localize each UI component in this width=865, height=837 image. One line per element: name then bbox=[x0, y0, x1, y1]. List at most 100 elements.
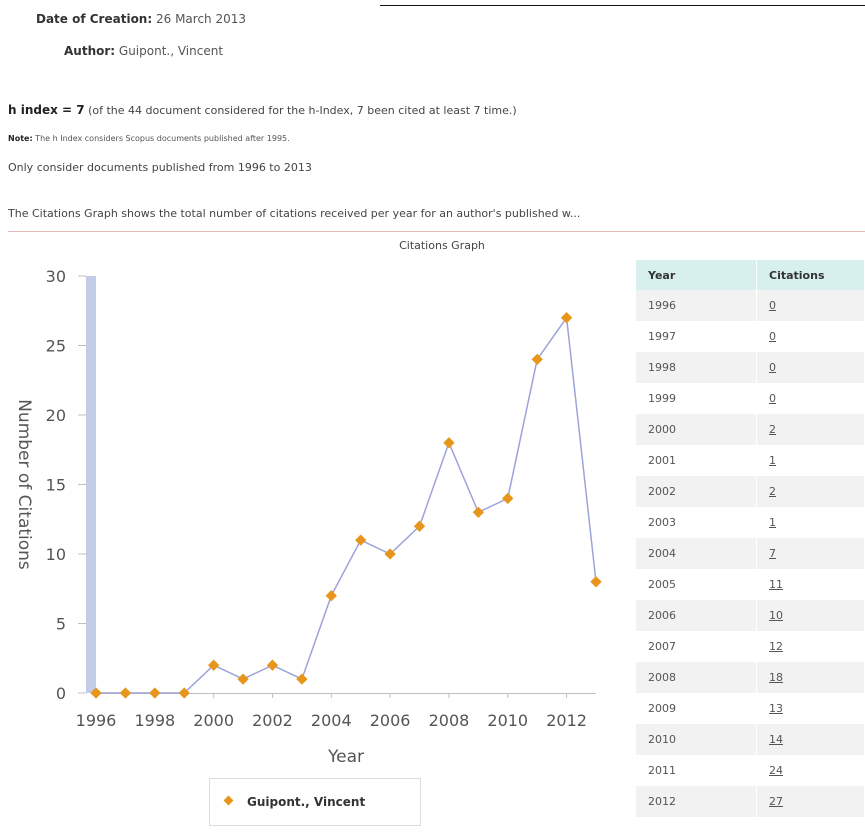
citations-link[interactable]: 0 bbox=[769, 330, 776, 343]
year-cell: 1996 bbox=[636, 290, 757, 321]
table-row: 2009 13 bbox=[636, 693, 865, 724]
table-row: 2008 18 bbox=[636, 662, 865, 693]
data-point bbox=[207, 659, 220, 671]
citations-link[interactable]: 7 bbox=[769, 547, 776, 560]
citations-link[interactable]: 1 bbox=[769, 454, 776, 467]
citations-link[interactable]: 14 bbox=[769, 733, 783, 746]
data-point bbox=[296, 673, 308, 685]
citations-cell: 13 bbox=[756, 693, 865, 724]
citations-cell: 0 bbox=[756, 321, 865, 352]
x-tick-label: 2000 bbox=[193, 711, 234, 730]
table-row: 1997 0 bbox=[636, 321, 865, 352]
citations-link[interactable]: 27 bbox=[769, 795, 783, 808]
author-value: Guipont., Vincent bbox=[118, 44, 224, 58]
citations-link[interactable]: 10 bbox=[769, 609, 783, 622]
citations-link[interactable]: 0 bbox=[769, 392, 776, 405]
chart-legend[interactable]: Guipont., Vincent bbox=[209, 778, 421, 826]
date-of-creation: Date of Creation: 26 March 2013 bbox=[36, 12, 246, 26]
citations-cell: 14 bbox=[756, 724, 865, 755]
table-row: 1998 0 bbox=[636, 352, 865, 383]
y-tick-label: 20 bbox=[46, 406, 66, 425]
x-tick-label: 2008 bbox=[429, 711, 470, 730]
citations-link[interactable]: 2 bbox=[769, 423, 776, 436]
year-cell: 2008 bbox=[636, 662, 757, 693]
data-point bbox=[178, 687, 190, 699]
citations-cell: 2 bbox=[756, 414, 865, 445]
note-text: The h Index considers Scopus documents p… bbox=[32, 134, 290, 143]
citations-cell: 27 bbox=[756, 786, 865, 817]
year-column-header[interactable]: Year bbox=[636, 260, 757, 290]
citations-link[interactable]: 24 bbox=[769, 764, 783, 777]
data-point bbox=[384, 548, 396, 560]
y-tick-label: 0 bbox=[56, 684, 66, 703]
citations-link[interactable]: 13 bbox=[769, 702, 783, 715]
table-row: 2004 7 bbox=[636, 538, 865, 569]
table-row: 2002 2 bbox=[636, 476, 865, 507]
x-tick-label: 2012 bbox=[546, 711, 587, 730]
citations-link[interactable]: 11 bbox=[769, 578, 783, 591]
citations-cell: 10 bbox=[756, 600, 865, 631]
table-row: 2010 14 bbox=[636, 724, 865, 755]
citations-column-header[interactable]: Citations bbox=[756, 260, 865, 290]
table-row: 2007 12 bbox=[636, 631, 865, 662]
citations-link[interactable]: 0 bbox=[769, 299, 776, 312]
data-point bbox=[149, 687, 161, 699]
range-text: Only consider documents published from 1… bbox=[8, 161, 312, 174]
table-row: 2003 1 bbox=[636, 507, 865, 538]
citations-cell: 0 bbox=[756, 290, 865, 321]
citations-cell: 1 bbox=[756, 507, 865, 538]
table-row: 2000 2 bbox=[636, 414, 865, 445]
data-point bbox=[237, 673, 249, 685]
citations-link[interactable]: 12 bbox=[769, 640, 783, 653]
data-point bbox=[443, 437, 455, 449]
table-row: 2012 27 bbox=[636, 786, 865, 817]
y-tick-label: 15 bbox=[46, 476, 66, 495]
top-rule bbox=[380, 5, 865, 6]
legend-marker-icon bbox=[223, 795, 234, 806]
table-row: 2005 11 bbox=[636, 569, 865, 600]
table-row: 2001 1 bbox=[636, 445, 865, 476]
citations-link[interactable]: 18 bbox=[769, 671, 783, 684]
data-point bbox=[355, 534, 367, 546]
date-value: 26 March 2013 bbox=[155, 12, 247, 26]
series-line bbox=[96, 315, 597, 694]
year-cell: 2009 bbox=[636, 693, 757, 724]
year-cell: 2001 bbox=[636, 445, 757, 476]
h-index-summary: h index = 7 (of the 44 document consider… bbox=[8, 103, 517, 117]
citations-cell: 11 bbox=[756, 569, 865, 600]
x-axis-title: Year bbox=[327, 747, 364, 767]
citations-link[interactable]: 2 bbox=[769, 485, 776, 498]
author-info: Author: Guipont., Vincent bbox=[64, 44, 223, 58]
citations-link[interactable]: 0 bbox=[769, 361, 776, 374]
data-point bbox=[502, 492, 514, 505]
citations-chart: Citations Graph 0 5 10 15 20 25 30 1996 1998 2000 2… bbox=[14, 239, 602, 767]
year-cell: 2010 bbox=[636, 724, 757, 755]
data-point bbox=[560, 312, 573, 324]
note-label: Note: bbox=[8, 134, 33, 143]
data-point bbox=[325, 590, 337, 602]
year-cell: 2011 bbox=[636, 755, 757, 786]
table-header-row: Year Citations bbox=[636, 260, 865, 290]
data-point bbox=[266, 659, 279, 671]
year-cell: 2012 bbox=[636, 786, 757, 817]
citations-cell: 24 bbox=[756, 755, 865, 786]
y-tick-label: 10 bbox=[46, 545, 66, 564]
citations-cell: 12 bbox=[756, 631, 865, 662]
data-point bbox=[413, 520, 426, 532]
data-point bbox=[119, 687, 132, 699]
data-point bbox=[531, 353, 543, 366]
year-cell: 1999 bbox=[636, 383, 757, 414]
year-cell: 2006 bbox=[636, 600, 757, 631]
citations-cell: 7 bbox=[756, 538, 865, 569]
date-label: Date of Creation: bbox=[36, 12, 153, 26]
citations-cell: 0 bbox=[756, 383, 865, 414]
y-tick-label: 5 bbox=[56, 615, 66, 634]
citations-link[interactable]: 1 bbox=[769, 516, 776, 529]
y-tick-label: 25 bbox=[46, 337, 66, 356]
x-tick-label: 2006 bbox=[370, 711, 411, 730]
table-row: 1996 0 bbox=[636, 290, 865, 321]
table-row: 1999 0 bbox=[636, 383, 865, 414]
citations-cell: 1 bbox=[756, 445, 865, 476]
year-cell: 1997 bbox=[636, 321, 757, 352]
h-index-text: (of the 44 document considered for the h… bbox=[84, 104, 517, 117]
